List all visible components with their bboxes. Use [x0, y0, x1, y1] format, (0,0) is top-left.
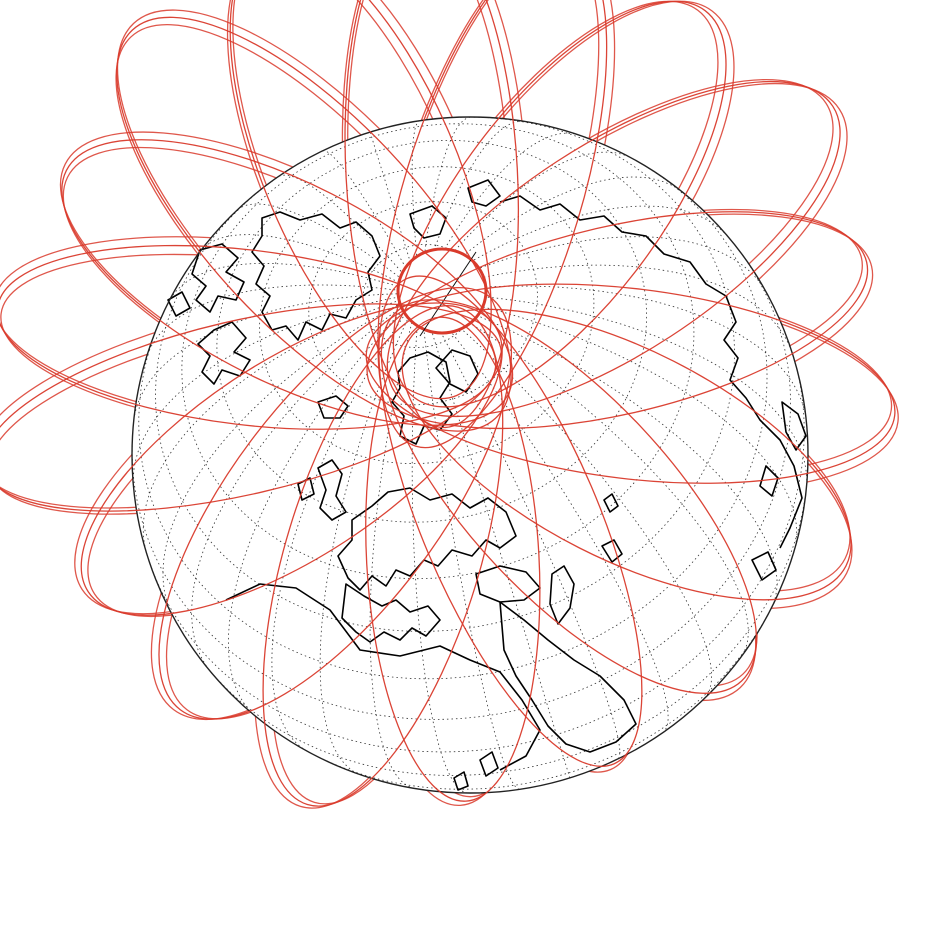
graticule-meridian	[430, 296, 778, 608]
graticule-meridian	[369, 132, 418, 285]
graticule-meridian	[422, 120, 523, 284]
orbit-track	[116, 16, 512, 432]
orbit-track	[229, 0, 492, 400]
orbit-track	[0, 303, 503, 512]
graticule-meridian	[237, 203, 413, 288]
graticule-meridian	[319, 303, 416, 774]
graticule-meridian	[428, 176, 680, 286]
graticule-parallel	[202, 474, 808, 776]
graticule-meridian	[133, 293, 409, 420]
coastline-iceland	[317, 395, 349, 419]
orbit-track	[377, 0, 608, 449]
orbit-track	[0, 244, 497, 430]
coastline-canadian-arctic	[167, 243, 251, 385]
globe-limb	[131, 116, 809, 794]
orbit-track	[386, 80, 841, 418]
orbit-track	[262, 305, 504, 807]
coastline-greenland	[251, 211, 381, 341]
orbit-track	[401, 308, 852, 601]
graticule-meridian	[426, 151, 630, 285]
graticule-meridian	[430, 236, 767, 293]
graticule-meridian	[429, 205, 728, 288]
graticule-meridian	[199, 234, 411, 289]
graticule-meridian	[132, 295, 409, 488]
orbit-track	[365, 316, 541, 802]
coastline-iberia-italy	[341, 583, 441, 643]
graticule-parallel	[131, 256, 791, 720]
coastline-middle-east	[499, 601, 637, 753]
coastline-east-asia	[453, 551, 777, 791]
graticule-parallel	[155, 120, 735, 632]
graticule-meridian	[170, 263, 410, 300]
coastlines	[167, 179, 807, 791]
coastline-black-sea	[475, 565, 541, 603]
graticule-meridian	[147, 284, 409, 355]
graticule-parallel	[216, 140, 647, 523]
orbit-tracks-front	[0, 0, 896, 807]
orbit-track	[344, 0, 520, 429]
coastline-japan-kamchatka	[759, 401, 807, 497]
graticule-meridian	[142, 296, 409, 556]
graticule-meridian	[411, 303, 468, 794]
graticule-meridian	[278, 174, 414, 286]
coastline-aral	[601, 493, 623, 563]
orbit-track	[366, 211, 869, 430]
coastline-caspian	[549, 565, 575, 625]
graticule-meridian	[424, 132, 579, 285]
graticule-parallel	[259, 166, 595, 464]
graticule-meridian	[431, 264, 794, 356]
orbit-track	[61, 139, 514, 426]
coastline-svalbard	[409, 179, 501, 239]
polar-cap	[396, 247, 488, 337]
coastline-europe	[337, 487, 517, 591]
orbit-track	[365, 283, 896, 484]
orbit-track	[378, 275, 643, 767]
coastline-north-africa	[225, 583, 541, 771]
orbit-track	[392, 0, 727, 408]
